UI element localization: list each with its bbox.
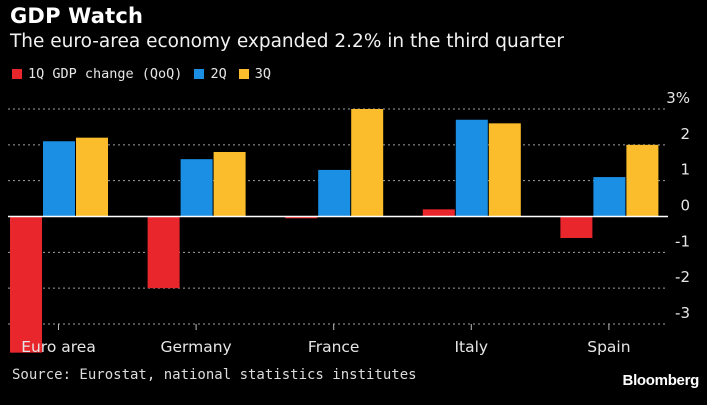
y-tick-label: -3 <box>675 304 690 322</box>
bar-italy-s1 <box>422 209 455 217</box>
y-tick-label: 1 <box>680 161 690 179</box>
bar-euro-area-s2 <box>43 141 75 217</box>
legend-item-q1: 1Q GDP change (QoQ) <box>12 66 182 82</box>
bar-france-s3 <box>351 109 384 217</box>
bar-italy-s3 <box>488 123 521 217</box>
bar-germany-s2 <box>180 159 213 217</box>
bar-spain-s2 <box>593 177 626 217</box>
legend-label-q2: 2Q <box>210 66 227 82</box>
x-tick-label: Germany <box>160 338 231 356</box>
bar-spain-s1 <box>560 216 593 238</box>
y-tick-label: 0 <box>680 197 690 215</box>
x-tick-label: Euro area <box>21 338 96 356</box>
y-tick-label: 3% <box>666 89 690 107</box>
bar-euro-area-s3 <box>76 137 108 217</box>
x-tick-label: France <box>308 338 360 356</box>
legend-item-q2: 2Q <box>194 66 227 82</box>
x-tick-label: Italy <box>454 338 488 356</box>
y-tick-label: -1 <box>675 232 690 250</box>
legend-label-q3: 3Q <box>254 66 271 82</box>
bar-euro-area-s1 <box>10 216 42 353</box>
y-tick-label: 2 <box>680 125 690 143</box>
source-note: Source: Eurostat, national statistics in… <box>12 367 417 383</box>
chart-title: GDP Watch <box>10 4 144 28</box>
bar-france-s1 <box>285 216 318 219</box>
bar-italy-s2 <box>455 119 488 217</box>
legend-item-q3: 3Q <box>238 66 271 82</box>
legend-swatch-q1 <box>12 69 22 79</box>
y-tick-label: -2 <box>675 268 690 286</box>
bar-spain-s3 <box>626 144 659 217</box>
bar-germany-s3 <box>213 152 246 217</box>
bar-germany-s1 <box>147 216 180 289</box>
legend-label-q1: 1Q GDP change (QoQ) <box>28 66 183 82</box>
x-tick-label: Spain <box>587 338 630 356</box>
legend-swatch-q2 <box>194 69 205 79</box>
brand-logo: Bloomberg <box>622 372 700 389</box>
bar-france-s2 <box>318 169 351 217</box>
chart-subtitle: The euro-area economy expanded 2.2% in t… <box>10 31 564 52</box>
legend: 1Q GDP change (QoQ) 2Q 3Q <box>12 65 283 83</box>
legend-swatch-q3 <box>238 69 249 79</box>
